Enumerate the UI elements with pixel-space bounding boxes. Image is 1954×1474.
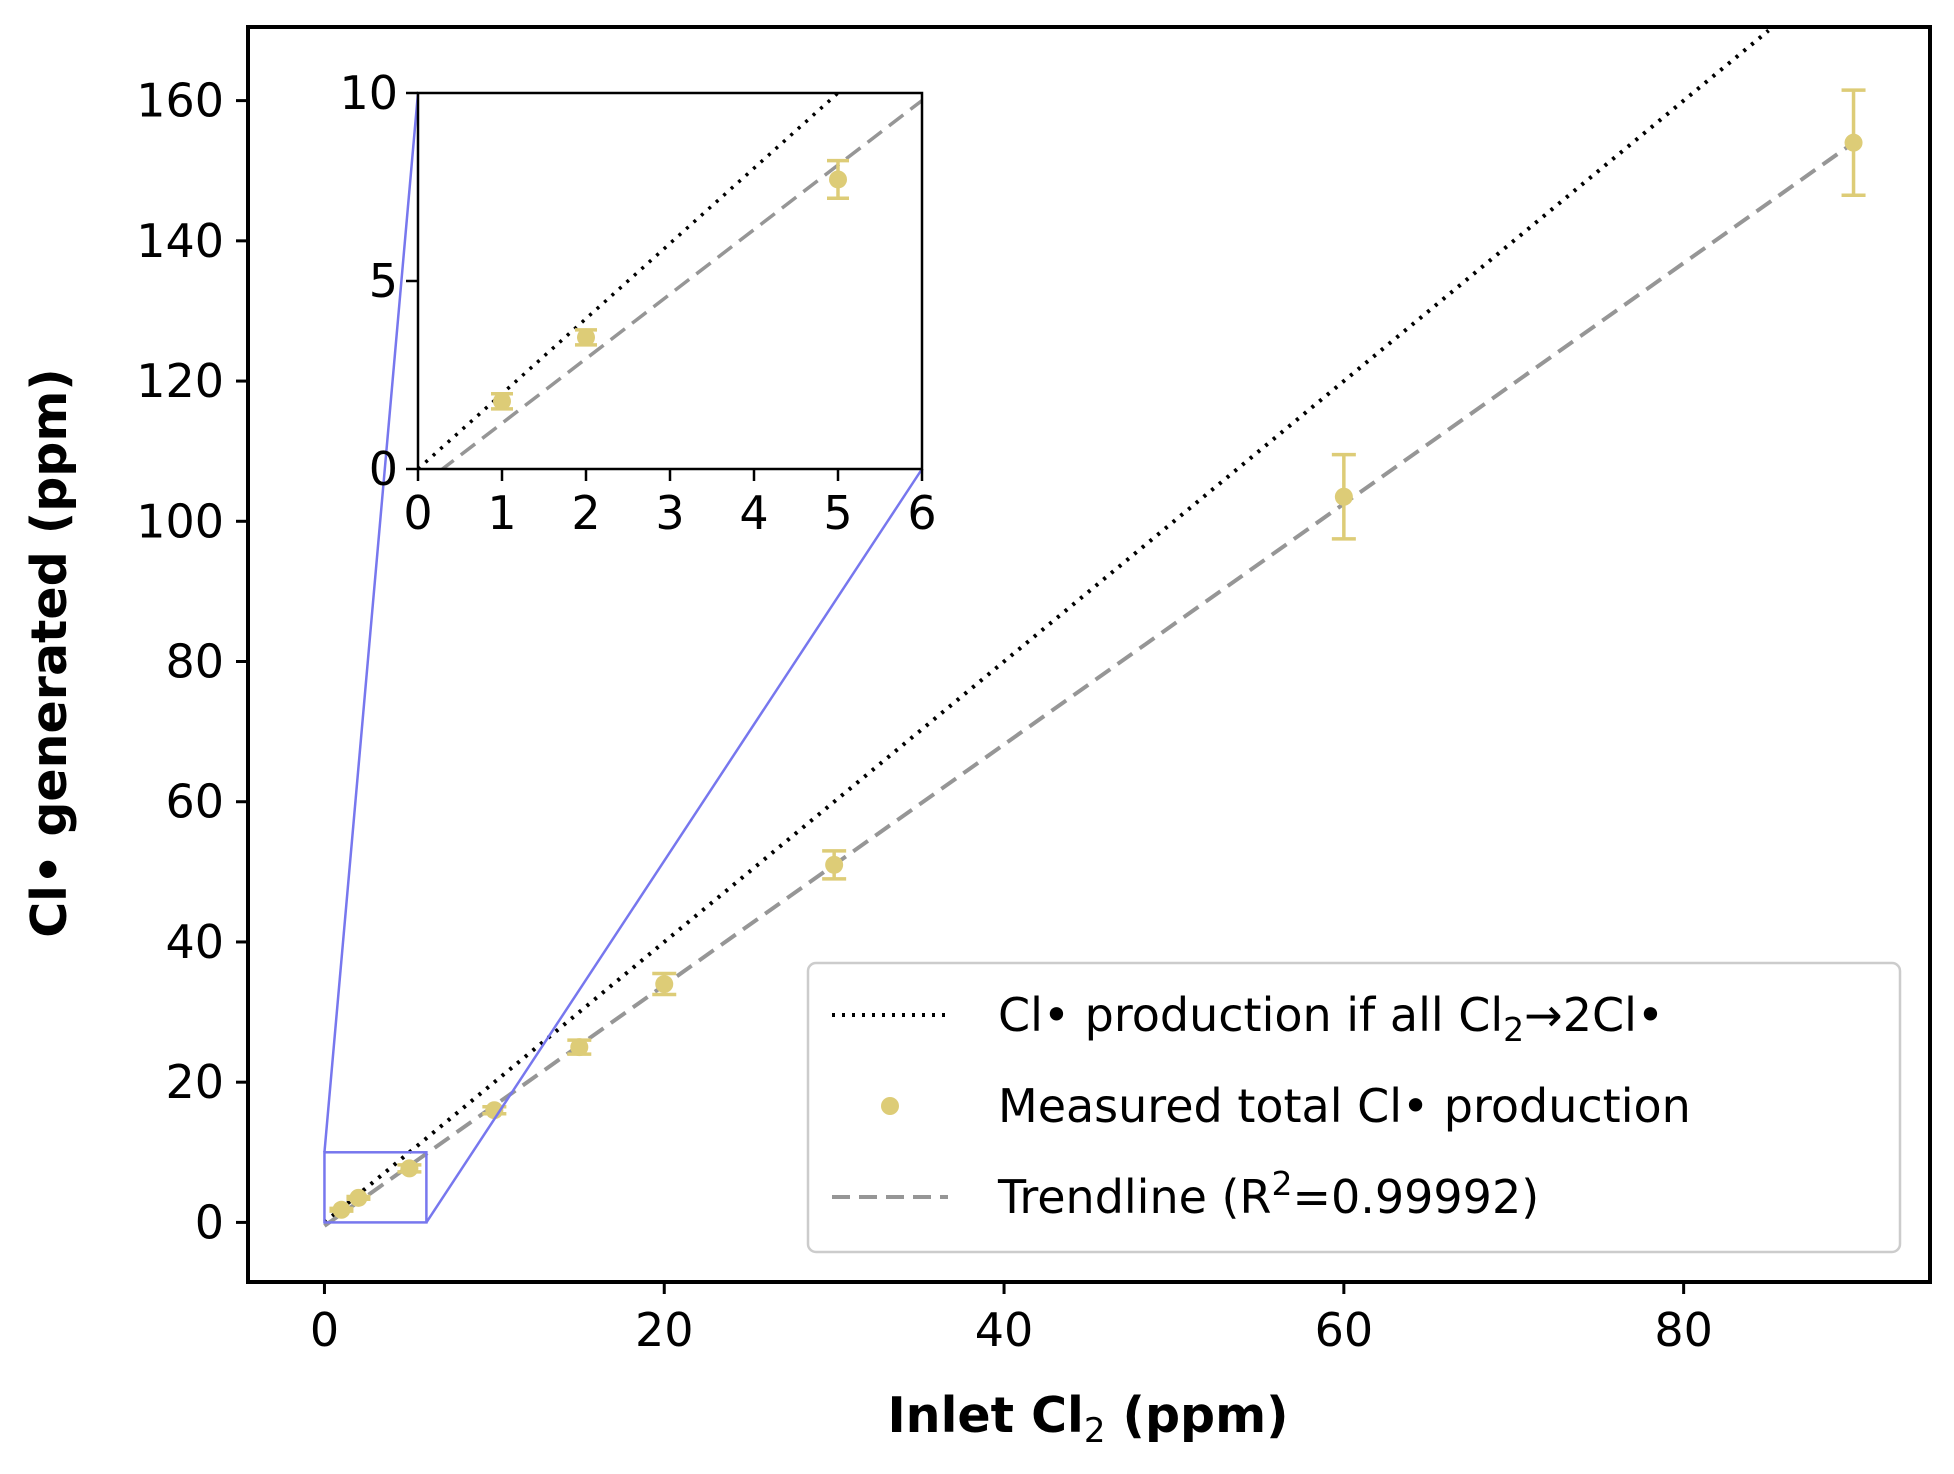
x-tick-label: 80: [1654, 1303, 1713, 1357]
data-point: [1334, 487, 1353, 506]
data-point: [485, 1101, 504, 1120]
inset-plot: 0 1 2 3 4 5 6 0 5 10: [323, 66, 937, 1224]
x-axis-title: Inlet Cl2 (ppm): [887, 1387, 1288, 1451]
inset-x-tick-label: 2: [571, 486, 600, 540]
inset-x-tick-label: 1: [487, 486, 516, 540]
data-point: [1844, 133, 1863, 152]
inset-frame: [416, 91, 924, 471]
y-tick-label: 140: [136, 214, 224, 268]
legend-label: Measured total Cl• production: [998, 1079, 1691, 1133]
plot-area: [323, 28, 1866, 1228]
legend-dot-handle: [881, 1097, 899, 1115]
data-point: [825, 855, 844, 874]
inset-data-point: [577, 328, 595, 347]
inset-data-point: [493, 392, 511, 411]
inset-x-tick-label: 0: [403, 486, 432, 540]
y-tick-label: 100: [136, 494, 224, 548]
y-tick-label: 60: [165, 775, 224, 829]
inset-x-tick-label: 6: [907, 486, 936, 540]
data-point: [655, 975, 674, 994]
legend: Cl• production if all Cl2→2Cl• Measured t…: [806, 961, 1902, 1254]
inset-x-tick-label: 5: [823, 486, 852, 540]
x-tick-label: 20: [635, 1303, 694, 1357]
x-tick-label: 60: [1315, 1303, 1374, 1357]
inset-y-tick-label: 10: [339, 66, 398, 120]
data-point: [570, 1038, 589, 1057]
inset-background: [418, 93, 922, 469]
legend-label: Cl• production if all Cl2→2Cl•: [998, 988, 1664, 1049]
inset-x-tick-label: 4: [739, 486, 768, 540]
data-point: [400, 1159, 419, 1178]
axes-frame: [246, 25, 1932, 1284]
zoom-connector: [323, 92, 420, 1153]
inset-y-tick-label: 5: [369, 254, 398, 308]
axis-titles: Inlet Cl2 (ppm) Cl• generated (ppm): [21, 368, 1289, 1451]
legend-label: Trendline (R2=0.99992): [997, 1164, 1539, 1224]
inset-y-tick-label: 0: [369, 442, 398, 496]
x-tick-label: 40: [975, 1303, 1034, 1357]
inset-plot-area: [418, 93, 922, 469]
legend-box: [806, 961, 1902, 1254]
data-point: [332, 1200, 351, 1219]
y-tick-label: 120: [136, 354, 224, 408]
zoom-region: [323, 1151, 428, 1224]
y-tick-label: 20: [165, 1055, 224, 1109]
inset-x-tick-label: 3: [655, 486, 684, 540]
zoom-connector: [425, 468, 924, 1224]
y-tick-label: 40: [165, 915, 224, 969]
y-tick-label: 0: [195, 1195, 224, 1249]
y-tick-label: 160: [136, 74, 224, 128]
x-tick-label: 0: [310, 1303, 339, 1357]
data-point: [349, 1188, 368, 1207]
y-tick-label: 80: [165, 635, 224, 689]
inset-data-point: [829, 170, 847, 189]
y-axis-title: Cl• generated (ppm): [21, 368, 78, 938]
theoretical-line: [323, 28, 1770, 1224]
